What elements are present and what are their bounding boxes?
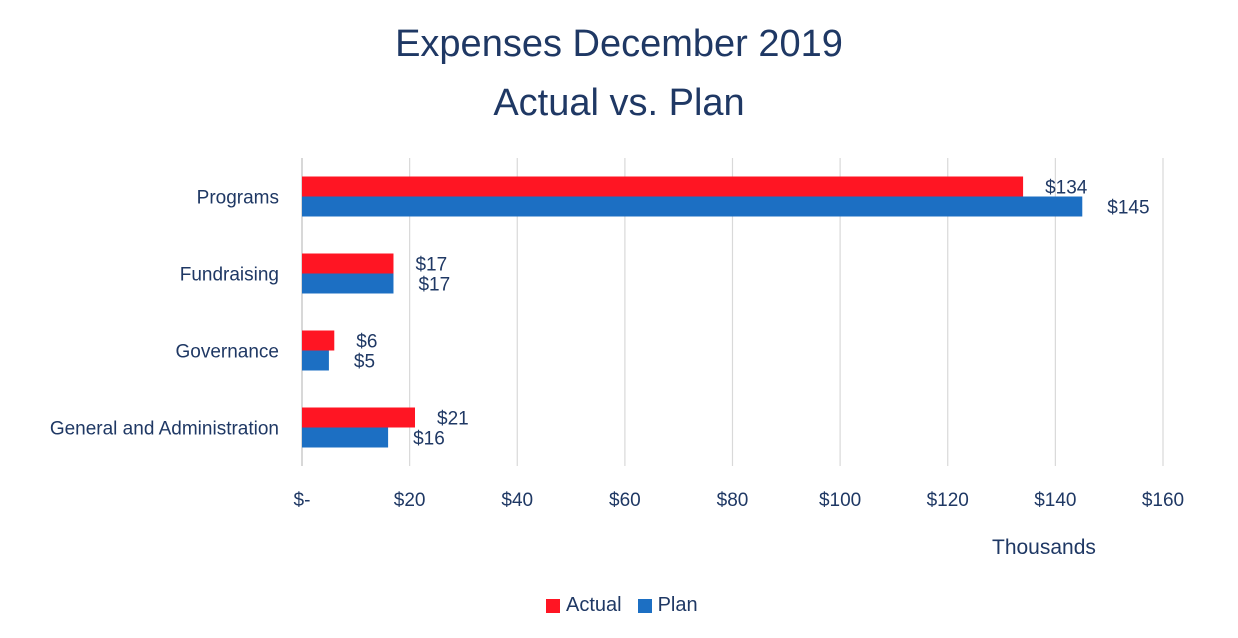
bar-actual	[302, 176, 1024, 197]
bar-actual	[302, 407, 416, 428]
data-label: $145	[1107, 198, 1149, 219]
legend-label-plan: Plan	[657, 594, 698, 616]
category-label: General and Administration	[50, 419, 279, 440]
bar-plan	[302, 350, 329, 371]
data-label: $6	[356, 332, 377, 353]
bar-plan	[302, 427, 389, 448]
x-axis-label: Thousands	[992, 536, 1096, 559]
bars	[302, 176, 1083, 448]
data-label: $16	[413, 429, 445, 450]
bar-actual	[302, 253, 394, 274]
legend-swatch-plan	[637, 598, 652, 613]
bar-plan	[302, 273, 394, 294]
data-labels: $134 $145 $17$17 $6$5 $21$16	[354, 178, 1150, 450]
legend: Actual Plan	[546, 594, 714, 617]
data-label: $5	[354, 352, 375, 373]
category-label: Fundraising	[180, 265, 279, 286]
x-tick-labels: $- $20 $40 $60 $80 $100 $120 $140 $160	[294, 490, 1185, 511]
chart-subtitle: Actual vs. Plan	[493, 82, 745, 124]
x-tick-label: $160	[1142, 490, 1184, 511]
x-tick-label: $80	[717, 490, 749, 511]
legend-item-actual: Actual	[546, 594, 622, 617]
x-tick-label: $60	[609, 490, 641, 511]
x-tick-label: $100	[819, 490, 861, 511]
data-label: $17	[415, 255, 447, 276]
x-tick-label: $120	[927, 490, 969, 511]
legend-swatch-actual	[546, 598, 560, 613]
legend-item-plan: Plan	[637, 594, 698, 617]
x-tick-label: $40	[501, 490, 533, 511]
x-tick-label: $140	[1034, 490, 1076, 511]
legend-label-actual: Actual	[566, 594, 622, 616]
category-label: Programs	[197, 188, 279, 209]
category-labels: Programs Fundraising Governance General and…	[50, 188, 279, 440]
data-label: $21	[437, 409, 469, 430]
category-label: Governance	[175, 342, 279, 363]
data-label: $17	[418, 275, 450, 296]
x-tick-label: $-	[294, 490, 311, 511]
bar-plan	[302, 196, 1083, 217]
data-label: $134	[1045, 178, 1088, 199]
bar-actual	[302, 330, 335, 351]
chart-title: Expenses December 2019	[395, 23, 843, 65]
x-tick-label: $20	[394, 490, 426, 511]
